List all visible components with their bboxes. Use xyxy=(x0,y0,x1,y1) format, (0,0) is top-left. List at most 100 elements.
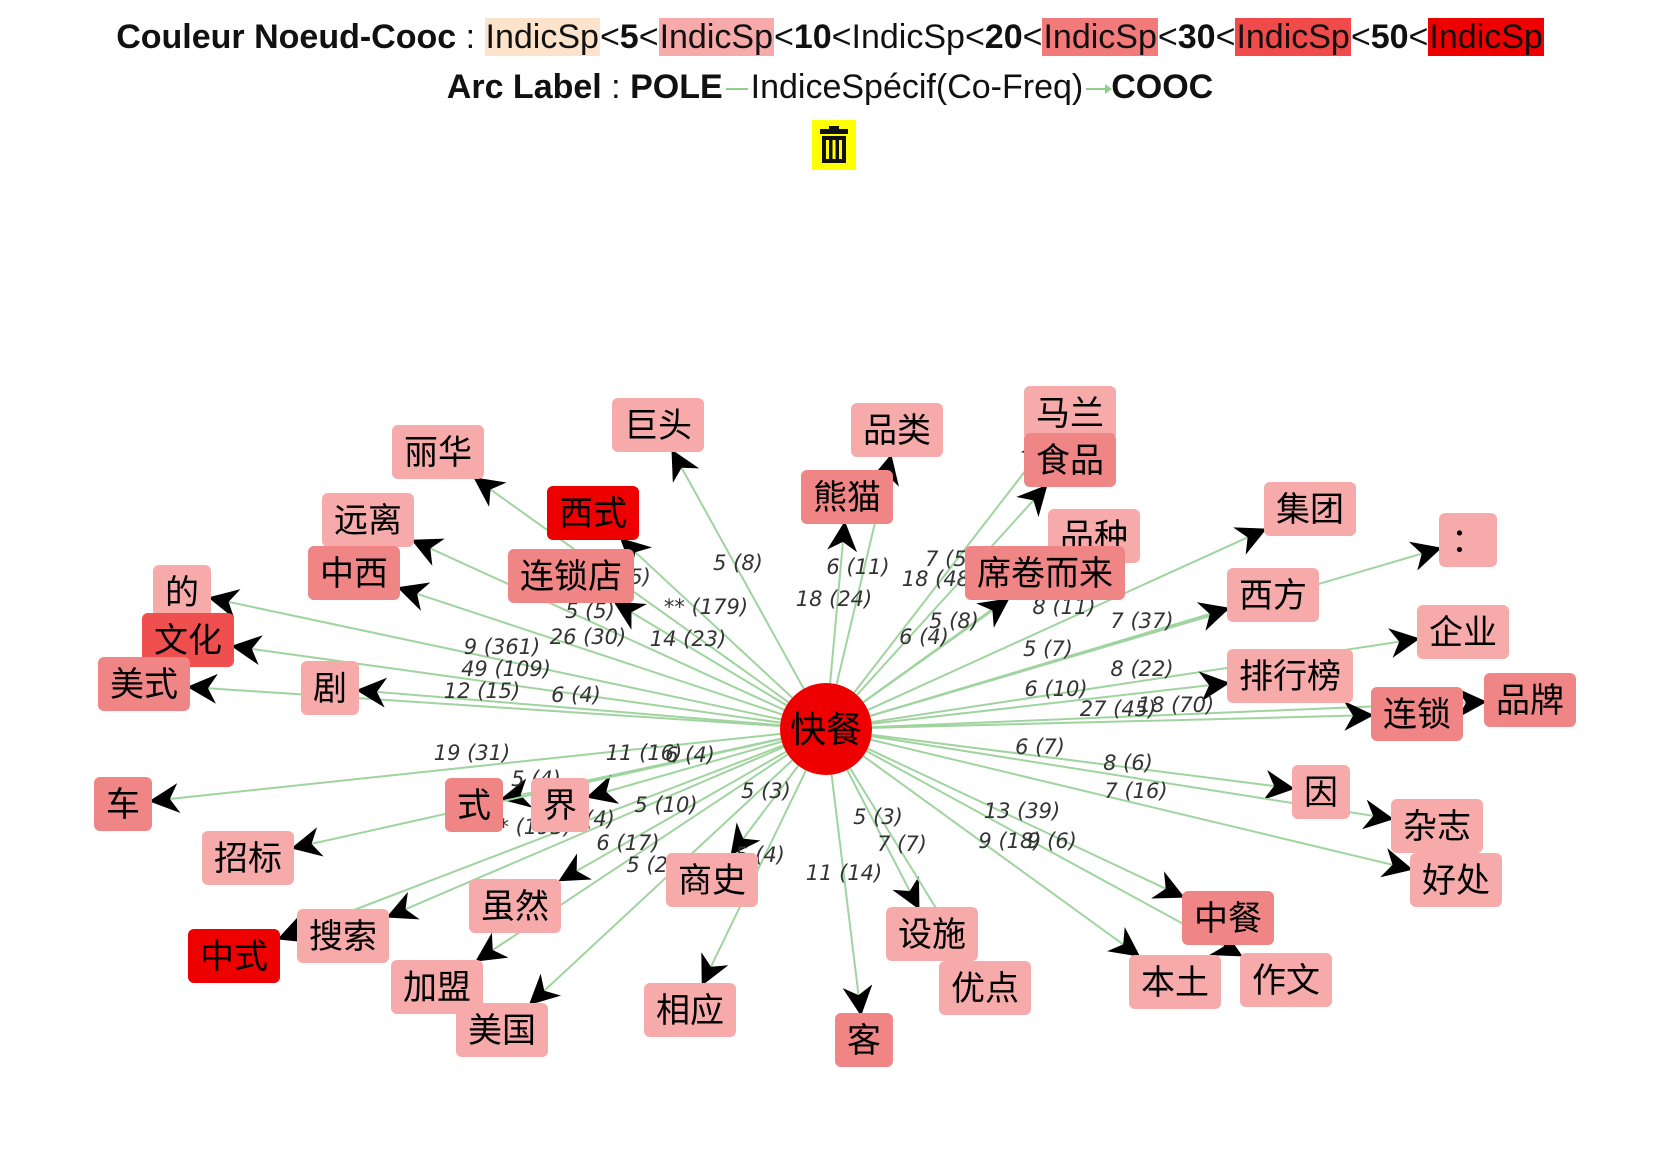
edge-label: 6 (4) xyxy=(551,683,601,707)
node-lihua[interactable]: 丽华 xyxy=(392,425,484,479)
node-malan[interactable]: 马兰 xyxy=(1024,386,1116,440)
node-liansuo[interactable]: 连锁 xyxy=(1371,687,1463,741)
node-sousuo[interactable]: 搜索 xyxy=(297,909,389,963)
node-xifang[interactable]: 西方 xyxy=(1227,568,1319,622)
edge-label: 9 (18) xyxy=(978,829,1041,853)
node-box xyxy=(153,565,211,619)
node-che[interactable]: 车 xyxy=(94,777,152,831)
node-zhaobiao[interactable]: 招标 xyxy=(202,831,294,885)
node-box xyxy=(391,960,483,1014)
node-meishi[interactable]: 美式 xyxy=(98,657,190,711)
node-label: 品牌 xyxy=(1496,681,1564,721)
node-pinlei[interactable]: 品类 xyxy=(851,403,943,457)
edge-xijuan xyxy=(862,598,1010,704)
node-meiguo[interactable]: 美国 xyxy=(456,1003,548,1057)
node-ke[interactable]: 客 xyxy=(835,1013,893,1067)
node-label: 好处 xyxy=(1422,861,1490,901)
node-suiran[interactable]: 虽然 xyxy=(469,879,561,933)
node-zhongcan[interactable]: 中餐 xyxy=(1182,891,1274,945)
node-xijuan[interactable]: 席卷而来 xyxy=(965,546,1125,600)
node-label: 中式 xyxy=(200,937,268,977)
arc-label-legend: Arc Label : POLE IndiceSpécif(Co-Freq) COO… xyxy=(0,68,1660,107)
graph-center: 快餐 xyxy=(780,683,872,775)
node-label: 优点 xyxy=(951,969,1019,1009)
node-jie[interactable]: 界 xyxy=(531,778,589,832)
legend-text: IndicSp xyxy=(851,18,965,56)
node-box xyxy=(1227,568,1319,622)
node-zhongxi[interactable]: 中西 xyxy=(308,546,400,600)
node-label: 马兰 xyxy=(1036,394,1104,434)
node-qiye[interactable]: 企业 xyxy=(1417,605,1509,659)
legend-text: < xyxy=(831,18,852,56)
node-shipin[interactable]: 食品 xyxy=(1024,433,1116,487)
edge-suiran xyxy=(558,750,787,882)
edge-label: 6 (7) xyxy=(1015,735,1065,759)
node-youdian[interactable]: 优点 xyxy=(939,961,1031,1015)
node-zhongshi[interactable]: 中式 xyxy=(188,929,280,983)
node-xiongmao[interactable]: 熊猫 xyxy=(801,470,893,524)
node-ju[interactable]: 剧 xyxy=(301,661,359,715)
node-pinpai[interactable]: 品牌 xyxy=(1484,673,1576,727)
edge-paihangbang xyxy=(871,671,1230,725)
node-jituan[interactable]: 集团 xyxy=(1264,482,1356,536)
edge-zhongshi xyxy=(277,744,784,943)
node-zazhi[interactable]: 杂志 xyxy=(1391,799,1483,853)
node-de[interactable]: 的 xyxy=(153,565,211,619)
edge-label: 7 (37) xyxy=(1110,609,1173,633)
edge-jutou xyxy=(671,449,805,690)
node-zuowen[interactable]: 作文 xyxy=(1240,953,1332,1007)
edge-label: 6 (17) xyxy=(596,831,659,855)
node-label: 西方 xyxy=(1239,576,1307,616)
node-colon[interactable]: ： xyxy=(1439,513,1497,567)
edge-label: 49 (109) xyxy=(461,657,551,681)
edge-bentu xyxy=(862,755,1141,957)
node-box xyxy=(547,486,639,540)
edge-liansuo xyxy=(871,700,1374,731)
node-shangshi[interactable]: 商史 xyxy=(666,853,758,907)
legend-swatch-label: IndicSp xyxy=(1235,18,1351,56)
node-paihangbang[interactable]: 排行榜 xyxy=(1227,649,1353,703)
legend-swatch-label: IndicSp xyxy=(484,18,600,56)
node-yin[interactable]: 因 xyxy=(1292,765,1350,819)
trash-button[interactable] xyxy=(812,120,856,170)
node-bentu[interactable]: 本土 xyxy=(1129,955,1221,1009)
node-box xyxy=(456,1003,548,1057)
node-box xyxy=(1264,482,1356,536)
node-haochu[interactable]: 好处 xyxy=(1410,853,1502,907)
edge-label: 11 (16) xyxy=(606,741,683,765)
node-shi[interactable]: 式 xyxy=(445,778,503,832)
node-box xyxy=(1292,765,1350,819)
center-node-circle[interactable] xyxy=(780,683,872,775)
node-jiameng[interactable]: 加盟 xyxy=(391,960,483,1014)
node-label: 界 xyxy=(543,786,577,826)
node-liansuodian[interactable]: 连锁店 xyxy=(508,549,634,603)
edge-label: ** (179) xyxy=(664,595,748,619)
node-label: 品类 xyxy=(863,411,931,451)
node-box xyxy=(297,909,389,963)
edge-label: 18 (24) xyxy=(796,587,873,611)
node-box xyxy=(98,657,190,711)
node-wenhua[interactable]: 文化 xyxy=(142,613,234,667)
node-xishi[interactable]: 西式 xyxy=(547,486,639,540)
edge-label: 6 (11) xyxy=(826,555,889,579)
node-yuanli[interactable]: 远离 xyxy=(322,493,414,547)
node-label: 加盟 xyxy=(403,968,471,1008)
node-sheshi[interactable]: 设施 xyxy=(886,907,978,961)
edge-wenhua xyxy=(231,635,781,724)
edge-label: 12 (15) xyxy=(444,679,521,703)
edge-label: 8 (22) xyxy=(1110,657,1173,681)
legend-text: < xyxy=(1350,18,1371,56)
legend-text: < xyxy=(964,18,985,56)
legend-text: < xyxy=(1215,18,1236,56)
node-label: 本土 xyxy=(1141,963,1209,1003)
node-label: 剧 xyxy=(313,669,347,709)
node-box xyxy=(886,907,978,961)
edge-sheshi xyxy=(846,769,920,910)
legend-threshold: 20 xyxy=(984,18,1023,56)
node-label: 中西 xyxy=(320,554,388,594)
node-xiangying[interactable]: 相应 xyxy=(644,983,736,1037)
legend-threshold: 10 xyxy=(793,18,832,56)
node-jutou[interactable]: 巨头 xyxy=(612,398,704,452)
node-label: 搜索 xyxy=(309,917,377,957)
legend-items: IndicSp<5<IndicSp<10<IndicSp<20<IndicSp<… xyxy=(484,18,1544,56)
